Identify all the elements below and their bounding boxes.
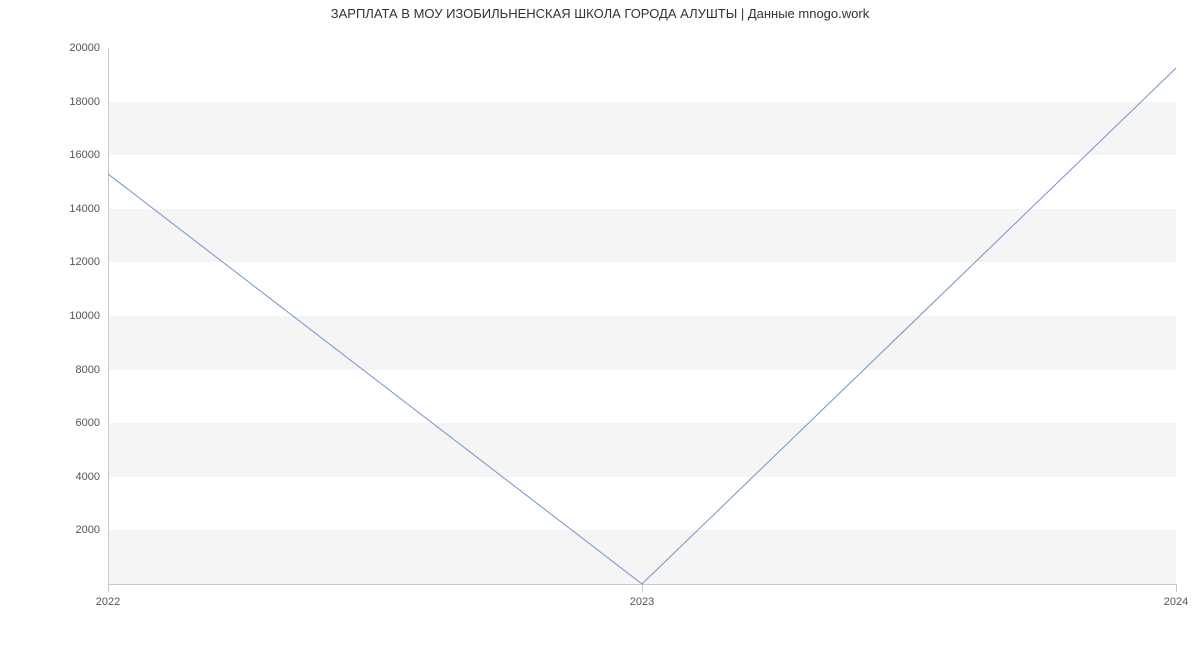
y-tick-label: 16000: [69, 149, 108, 161]
x-tick-label: 2024: [1164, 584, 1188, 608]
y-tick-label: 14000: [69, 203, 108, 215]
y-tick-label: 6000: [76, 417, 108, 429]
y-tick-label: 8000: [76, 364, 108, 376]
y-tick-label: 18000: [69, 96, 108, 108]
series-salary: [108, 68, 1176, 584]
salary-line-chart: ЗАРПЛАТА В МОУ ИЗОБИЛЬНЕНСКАЯ ШКОЛА ГОРО…: [0, 0, 1200, 650]
y-tick-label: 12000: [69, 256, 108, 268]
chart-title: ЗАРПЛАТА В МОУ ИЗОБИЛЬНЕНСКАЯ ШКОЛА ГОРО…: [0, 6, 1200, 21]
x-tick-label: 2023: [630, 584, 654, 608]
y-tick-label: 2000: [76, 524, 108, 536]
y-tick-label: 4000: [76, 471, 108, 483]
plot-area: 2000400060008000100001200014000160001800…: [108, 48, 1176, 584]
x-tick-label: 2022: [96, 584, 120, 608]
line-layer: [108, 48, 1176, 584]
y-tick-label: 20000: [69, 42, 108, 54]
y-tick-label: 10000: [69, 310, 108, 322]
